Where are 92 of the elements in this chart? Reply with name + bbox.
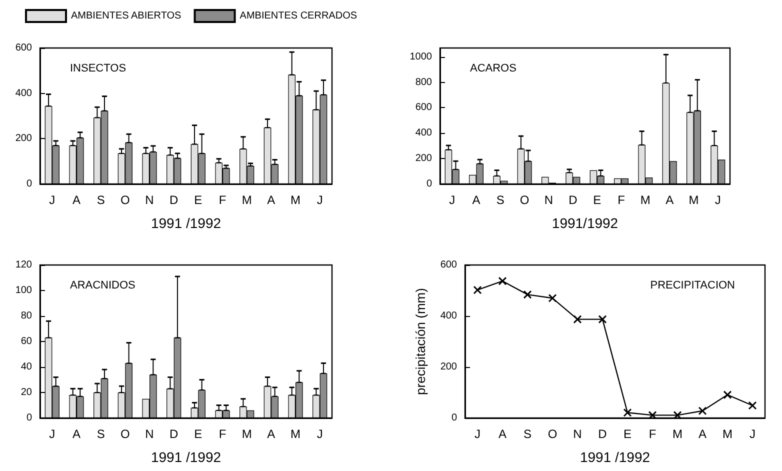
y-tick-label: 60 [20,336,32,347]
y-tick-label: 0 [26,178,32,190]
x-tick-label: N [544,193,554,207]
x-tick-label: M [722,427,732,441]
point [523,290,532,299]
x-tick-label: O [520,193,530,207]
x-tick-label: N [145,193,154,207]
y-tick-label: 80 [20,310,32,322]
y-tick-label: 400 [415,128,432,139]
x-tick-label: D [169,193,178,207]
x-tick-label: S [496,193,504,207]
x-tick-label: F [218,193,226,207]
y-tick-label: 200 [15,133,32,144]
x-tick-label: M [672,427,682,441]
x-tick-label: J [49,427,56,441]
y-tick-label: 800 [415,76,432,88]
x-tick-label: A [498,427,507,441]
point [598,315,607,324]
x-tick-label: A [472,193,480,207]
legend-label: AMBIENTES ABIERTOS [71,10,182,22]
x-tick-label: J [474,427,480,441]
x-tick-label: F [648,427,656,441]
x-tick-label: N [573,427,582,441]
point [498,276,507,286]
y-tick-label: 200 [415,153,432,164]
y-tick-label: 200 [440,362,458,372]
text: PRECIPITACION [650,280,736,292]
x-tick-label: O [120,427,130,441]
point [748,401,757,410]
y-tick-label: 1000 [410,51,432,62]
y-tick-label: 600 [15,42,32,54]
y-tick-label: 0 [26,412,32,424]
x-tick-label: J [714,193,721,207]
x-tick-label: D [169,427,178,441]
x-axis-title: 1991 /1992 [150,215,222,231]
x-tick-label: D [568,193,578,207]
y-tick-label: 100 [15,285,32,296]
y-tick-label: 0 [451,412,458,424]
x-tick-label: S [96,193,105,207]
y-tick-label: 400 [15,88,32,99]
x-tick-label: S [523,427,532,441]
x-tick-label: A [698,427,707,441]
x-tick-label: O [120,193,130,207]
point [698,406,707,416]
x-tick-label: O [548,427,558,441]
x-tick-label: J [49,193,56,207]
point [673,410,682,420]
x-tick-label: F [218,427,226,441]
y-tick-label: 40 [20,362,32,372]
x-tick-label: J [750,427,756,441]
point [573,315,582,324]
x-tick-label: J [449,193,456,207]
x-axis-title: 1991 /1992 [150,449,222,465]
x-tick-label: N [145,427,154,441]
point [548,294,557,302]
y-tick-label: 600 [415,102,432,114]
point [648,410,657,420]
y-tick-label: 120 [15,260,32,270]
text: INSECTOS [70,62,126,74]
x-tick-label: F [618,193,625,207]
x-tick-label: A [72,427,81,441]
x-tick-label: A [72,193,81,207]
x-tick-label: A [267,427,276,441]
x-tick-label: A [666,193,674,207]
x-tick-label: E [194,193,202,207]
x-tick-label: D [598,427,608,441]
point [723,390,732,400]
text: ARACNIDOS [70,280,136,292]
x-tick-label: M [290,427,300,441]
x-tick-label: A [267,193,276,207]
x-tick-label: M [640,193,650,207]
x-tick-label: J [316,193,323,207]
y-tick-label: 400 [440,310,458,322]
x-tick-label: M [688,193,699,207]
text: ACAROS [470,62,516,74]
legend-label: AMBIENTES CERRADOS [240,10,358,22]
x-tick-label: E [623,427,632,441]
x-tick-label: M [242,193,252,207]
y-tick-label: 0 [426,178,432,190]
x-tick-label: S [96,427,105,441]
y-tick-label: 600 [440,260,458,270]
y-axis-title: precipitación (mm) [413,288,428,395]
x-tick-label: J [316,427,323,441]
x-tick-label: M [242,427,252,441]
y-tick-label: 20 [20,387,32,398]
x-axis-title: 1991 /1992 [580,449,650,465]
x-tick-label: E [593,193,602,207]
x-tick-label: E [194,427,202,441]
point [623,408,632,417]
x-axis-title: 1991/1992 [552,215,618,231]
x-tick-label: M [290,193,300,207]
point [473,286,482,294]
